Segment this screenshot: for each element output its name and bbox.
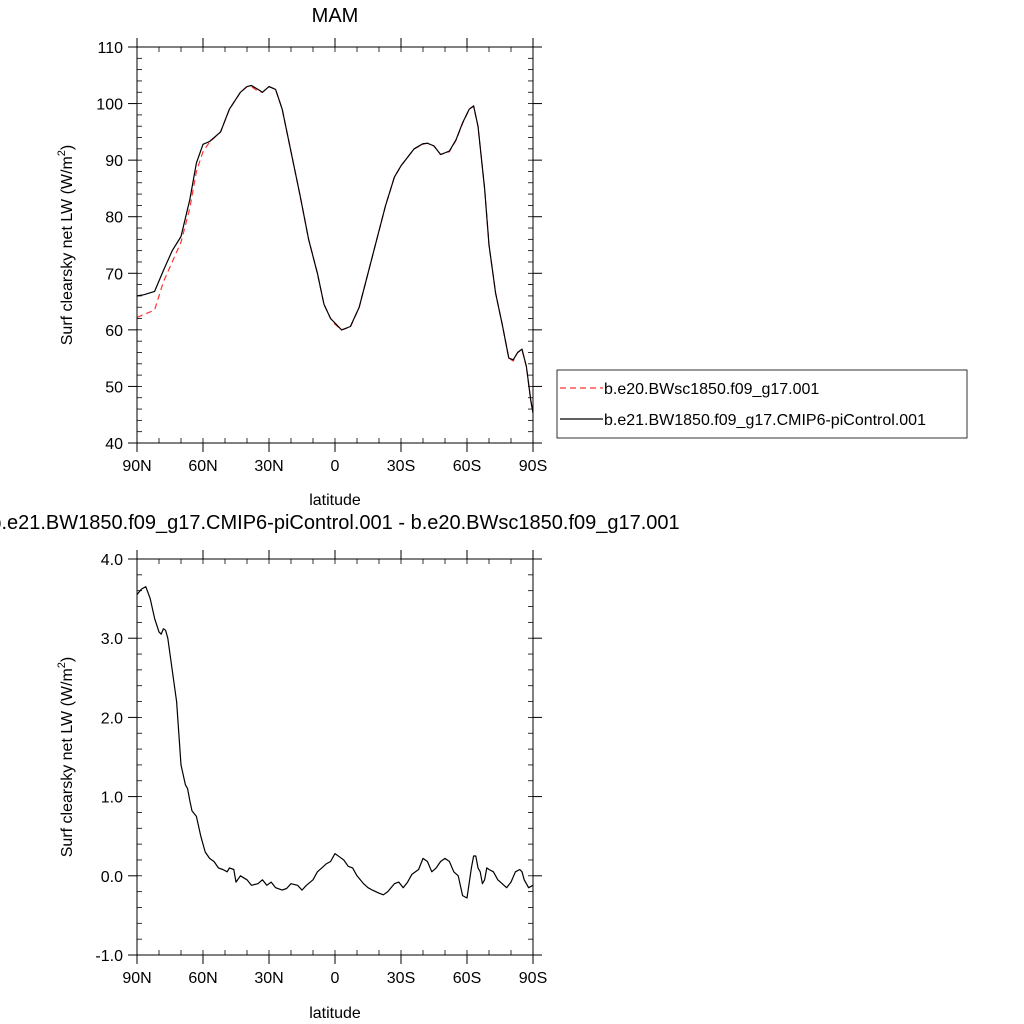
legend: b.e20.BWsc1850.f09_g17.001 b.e21.BW1850.… <box>556 369 968 439</box>
x-tick-label: 30N <box>254 458 283 475</box>
y-tick-label: -1.0 <box>95 948 123 965</box>
bottom-y-axis-label: Surf clearsky net LW (W/m2) <box>56 657 76 858</box>
top-chart-title: MAM <box>312 5 359 27</box>
x-tick-label: 30S <box>387 458 415 475</box>
y-tick-label: 80 <box>105 210 123 227</box>
svg-text:Surf clearsky net LW (W/m2): Surf clearsky net LW (W/m2) <box>56 657 76 858</box>
y-tick-label: 1.0 <box>101 790 123 807</box>
y-tick-label: 50 <box>105 379 123 396</box>
y-tick-label: 3.0 <box>101 631 123 648</box>
x-tick-label: 90N <box>122 458 151 475</box>
y-tick-label: 2.0 <box>101 710 123 727</box>
x-tick-label: 60N <box>188 458 217 475</box>
x-tick-label: 90S <box>519 970 547 987</box>
series-line-1 <box>136 586 534 899</box>
bottom-plot-frame <box>136 558 534 956</box>
x-tick-label: 90S <box>519 458 547 475</box>
y-tick-label: 110 <box>97 40 123 57</box>
bottom-series-lines <box>136 586 534 899</box>
bottom-chart-title: b.e21.BW1850.f09_g17.CMIP6-piControl.001… <box>0 512 680 534</box>
y-tick-label: 100 <box>96 97 123 114</box>
legend-label-1: b.e20.BWsc1850.f09_g17.001 <box>604 381 819 398</box>
x-tick-label: 0 <box>331 458 340 475</box>
top-x-axis-label: latitude <box>309 492 361 509</box>
series-line-2 <box>136 84 534 414</box>
legend-entry-2: b.e21.BW1850.f09_g17.CMIP6-piControl.001 <box>560 412 926 429</box>
x-tick-label: 60S <box>453 970 481 987</box>
top-y-axis-label: Surf clearsky net LW (W/m2) <box>56 145 76 346</box>
legend-box <box>556 369 968 439</box>
y-tick-label: 4.0 <box>101 552 123 569</box>
y-tick-label: 0.0 <box>101 869 123 886</box>
x-tick-label: 60S <box>453 458 481 475</box>
legend-entry-1: b.e20.BWsc1850.f09_g17.001 <box>560 381 819 398</box>
y-tick-label: 60 <box>105 323 123 340</box>
bottom-x-axis-label: latitude <box>309 1005 361 1022</box>
bottom-chart: b.e21.BW1850.f09_g17.CMIP6-piControl.001… <box>0 512 680 1022</box>
top-chart: MAM Surf clearsky net LW (W/m2) latitude… <box>56 5 547 509</box>
x-tick-label: 30S <box>387 970 415 987</box>
legend-label-2: b.e21.BW1850.f09_g17.CMIP6-piControl.001 <box>604 412 926 429</box>
y-tick-label: 70 <box>105 266 123 283</box>
x-tick-label: 0 <box>331 970 340 987</box>
x-tick-label: 60N <box>188 970 217 987</box>
x-tick-label: 90N <box>122 970 151 987</box>
top-series-lines <box>136 84 534 414</box>
x-tick-label: 30N <box>254 970 283 987</box>
y-tick-label: 40 <box>105 436 123 453</box>
top-plot-frame <box>136 46 534 444</box>
svg-text:Surf clearsky net LW (W/m2): Surf clearsky net LW (W/m2) <box>56 145 76 346</box>
series-line-1 <box>136 85 534 413</box>
y-tick-label: 90 <box>105 153 123 170</box>
